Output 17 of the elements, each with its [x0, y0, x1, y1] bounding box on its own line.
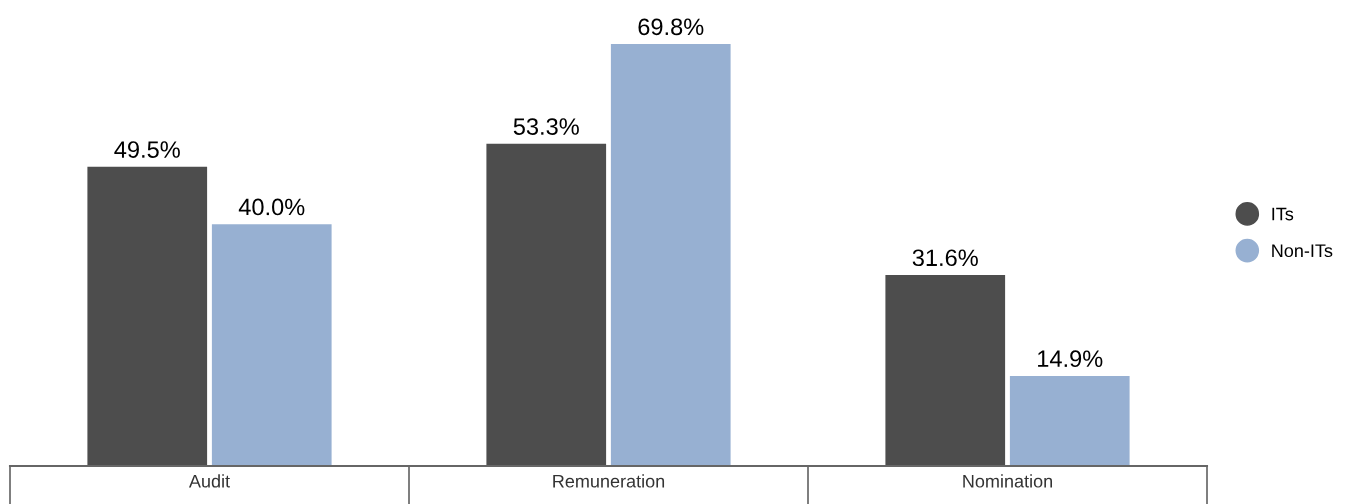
data-label: 49.5%	[114, 141, 180, 158]
x-tick-label: Remuneration	[553, 474, 665, 488]
x-tick-label: Nomination	[963, 474, 1052, 488]
data-label: 69.8%	[638, 18, 704, 36]
x-tick-label: Audit	[188, 474, 230, 488]
bar	[211, 224, 332, 466]
bar	[610, 44, 731, 466]
legend-label: ITs	[1272, 207, 1294, 221]
bar	[486, 143, 607, 466]
data-label: 53.3%	[513, 118, 579, 135]
bar	[87, 166, 208, 466]
data-label: 31.6%	[912, 249, 978, 267]
bar	[1009, 375, 1130, 466]
data-label: 14.9%	[1038, 350, 1103, 368]
bar	[885, 274, 1006, 466]
data-label: 40.0%	[238, 198, 305, 216]
legend-label: Non-ITs	[1272, 244, 1333, 258]
